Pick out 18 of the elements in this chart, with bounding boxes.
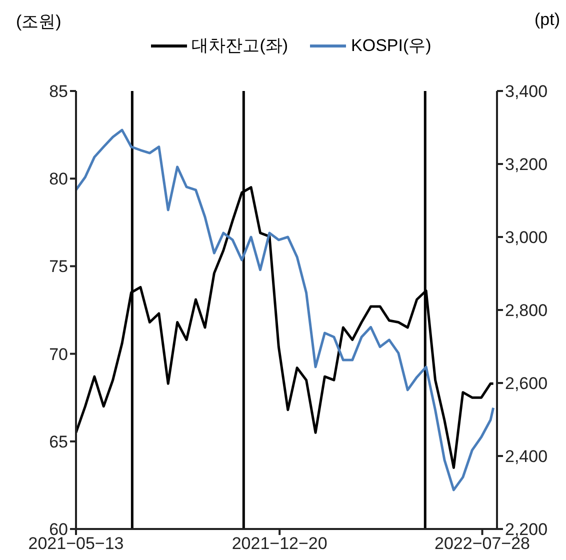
y2-tick-label: 3,000	[505, 228, 548, 248]
y-tick-label: 75	[49, 257, 68, 276]
legend-label: KOSPI(우)	[351, 35, 432, 57]
y-tick-label: 80	[49, 170, 68, 189]
x-tick-label: 2021−12−20	[232, 534, 328, 554]
y-axis-title: (조원)	[16, 11, 62, 33]
line-series	[76, 128, 495, 492]
y2-tick-label: 3,400	[505, 82, 548, 102]
y2-tick-label: 3,200	[505, 155, 548, 174]
y-tick-label: 65	[49, 432, 68, 452]
x-tick-label: 2021−05−13	[28, 534, 124, 554]
legend-label: 대차잔고(좌)	[192, 35, 288, 57]
y2-axis-title: (pt)	[534, 10, 560, 30]
y-tick-label: 70	[49, 344, 68, 364]
y2-tick-label: 2,800	[505, 301, 548, 320]
y-tick-label: 85	[49, 82, 68, 102]
y2-tick-label: 2,400	[505, 447, 548, 466]
y2-tick-label: 2,600	[505, 374, 548, 394]
